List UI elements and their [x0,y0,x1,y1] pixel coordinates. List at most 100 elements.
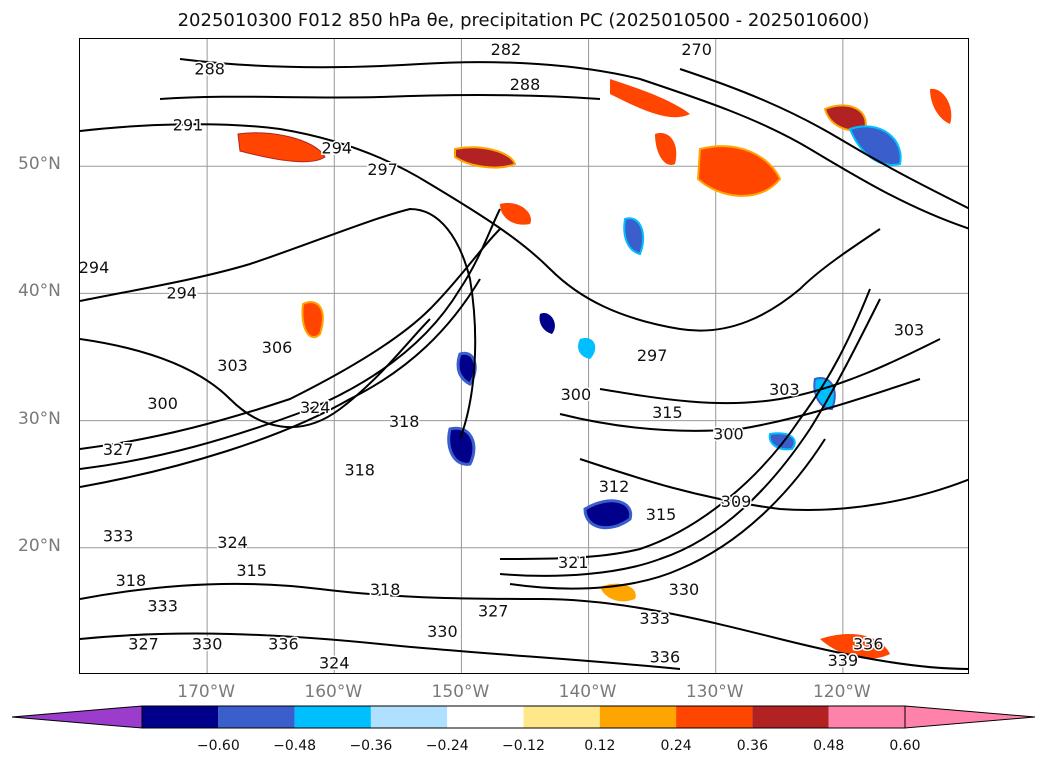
contour-label: 333 [147,596,178,615]
colorbar-bin [294,706,371,728]
contour-labels: 282 270 288 288 291 294 297 294 294 303 306 300 327 3… [80,39,926,673]
contour-label: 309 [721,492,752,511]
precip-patch [454,146,517,169]
colorbar-tick-label: 0.48 [813,738,845,754]
contour-line [80,632,681,670]
contour-label: 327 [128,635,159,654]
map-panel[interactable]: 282 270 288 288 291 294 297 294 294 303 306 300 327 3… [79,38,969,674]
contour-label: 297 [367,160,398,179]
precip-patch [623,217,645,256]
contour-line [599,338,941,405]
contour-line [499,298,881,577]
contour-label: 300 [147,394,178,413]
contour-label: 324 [217,533,248,552]
lon-tick-label: 160°W [304,682,363,702]
contour-label: 300 [713,425,744,444]
contour-label: 336 [853,635,884,654]
contour-label: 318 [389,412,420,431]
contour-line [80,318,431,429]
colorbar-bin [370,706,448,728]
contour-line [679,68,968,210]
lat-tick-label: 30°N [18,408,61,429]
colorbar [11,705,1036,729]
colorbar-under-arrow [11,705,143,729]
contour-label: 303 [769,380,800,399]
contour-line [509,438,826,590]
precip-patch [583,499,633,530]
contour-label: 312 [599,477,630,496]
contour-label: 339 [828,651,859,670]
contour-label: 324 [319,654,350,673]
contour-line [80,123,881,332]
lon-tick-label: 130°W [685,682,744,702]
colorbar-tick-label: 0.36 [736,738,768,754]
contour-line [159,93,601,100]
contour-line [639,78,968,230]
colorbar-tick-label: 0.60 [889,738,921,754]
colorbar-tick-label: 0.12 [584,738,616,754]
contour-label: 315 [652,403,683,422]
colorbar-tick-label: −0.48 [273,738,317,754]
contour-label: 294 [80,258,109,277]
contour-label: 303 [894,320,925,339]
contour-label: 315 [236,561,267,580]
contour-label: 330 [192,635,223,654]
contour-line [579,458,968,511]
contour-label: 300 [561,385,592,404]
contour-line [80,228,501,450]
contour-label: 303 [217,356,248,375]
contour-label: 333 [103,526,134,545]
contour-label: 282 [491,40,522,59]
contour-label: 330 [427,622,458,641]
lon-tick-label: 140°W [558,682,617,702]
contour-label: 318 [370,580,401,599]
precip-patch [655,133,677,165]
precip-patch [696,145,782,197]
colorbar-tick-label: −0.36 [349,738,393,754]
colorbar-bin [828,706,905,728]
theta-e-contours [80,58,968,670]
contour-label: 333 [639,609,670,628]
colorbar-bin [676,706,753,728]
precip-patch [768,432,796,451]
colorbar-tick-label: −0.12 [502,738,545,754]
contour-label: 270 [681,40,712,59]
precip-patch [930,88,952,124]
contour-label: 318 [116,571,147,590]
map-canvas[interactable]: 282 270 288 288 291 294 297 294 294 303 306 300 327 3… [80,39,969,674]
map-title: 2025010300 F012 850 hPa θe, precipitatio… [177,10,870,31]
precip-patch [301,301,324,339]
contour-line [80,207,477,440]
lat-tick-label: 40°N [18,281,61,302]
contour-label: 288 [194,60,225,79]
colorbar-over-arrow [904,705,1036,729]
contour-label: 327 [103,440,134,459]
colorbar-tick-label: 0.24 [660,738,692,754]
contour-label: 291 [173,116,204,135]
colorbar-bin [523,706,600,728]
colorbar-bin [599,706,677,728]
precip-patch [578,338,596,359]
lon-tick-label: 170°W [177,682,236,702]
graticule [80,39,968,673]
contour-label: 336 [650,647,681,666]
contour-label: 318 [344,460,375,479]
precip-patch [820,634,890,659]
lat-tick-label: 20°N [18,535,61,556]
contour-line [499,288,871,560]
precip-patch [539,313,555,334]
contour-label: 294 [322,138,353,157]
precip-patch [600,583,636,602]
contour-label: 288 [510,75,541,94]
precip-patch [456,351,477,386]
precip-patch [610,79,690,118]
contour-label: 327 [478,601,509,620]
contour-label: 306 [262,338,293,357]
precip-patch [237,132,326,163]
colorbar-bin [142,706,219,728]
lon-tick-label: 150°W [431,682,490,702]
colorbar-bin [752,706,829,728]
contour-label: 321 [558,553,589,572]
contour-label: 336 [268,635,299,654]
precip-patch [500,203,531,225]
